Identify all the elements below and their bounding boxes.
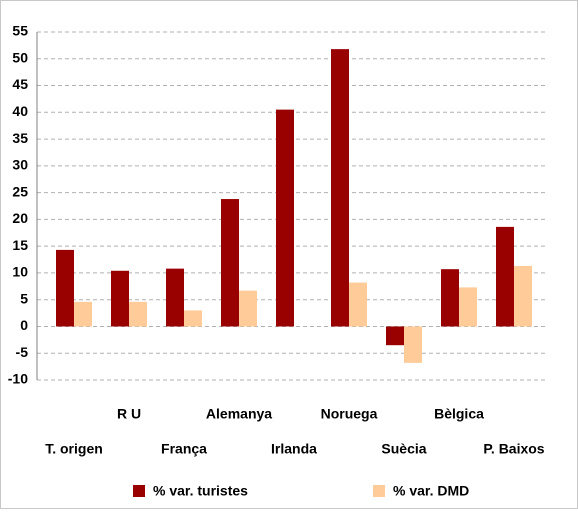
y-tick-label: 55 [12, 23, 28, 39]
bar [459, 287, 477, 327]
bar [496, 226, 514, 327]
y-tick-label: 10 [12, 264, 28, 280]
x-tick-label: França [161, 441, 207, 457]
bar [111, 270, 129, 327]
legend-swatch [373, 485, 385, 497]
bar [276, 109, 294, 327]
x-tick-label: Bèlgica [434, 406, 484, 422]
bar [239, 290, 257, 327]
y-tick-label: 35 [12, 130, 28, 146]
y-tick-label: 50 [12, 49, 28, 65]
y-tick-label: 5 [20, 290, 28, 306]
legend-label: % var. DMD [393, 483, 469, 499]
bar [404, 326, 422, 363]
bar [514, 265, 532, 327]
bar [221, 199, 239, 327]
y-tick-label: 15 [12, 237, 28, 253]
y-tick-label: -5 [16, 344, 29, 360]
y-tick-label: 30 [12, 157, 28, 173]
bar [349, 282, 367, 327]
y-tick-label: 45 [12, 76, 28, 92]
bar [386, 326, 404, 346]
x-tick-label: T. origen [45, 441, 103, 457]
y-tick-label: 20 [12, 210, 28, 226]
x-tick-label: Noruega [321, 406, 378, 422]
y-tick-label: 40 [12, 103, 28, 119]
bar [166, 268, 184, 327]
bar [56, 249, 74, 327]
x-tick-label: P. Baixos [483, 441, 544, 457]
bar [74, 301, 92, 327]
y-tick-label: 0 [20, 317, 28, 333]
y-tick-label: 25 [12, 183, 28, 199]
x-tick-label: Alemanya [206, 406, 272, 422]
bar [184, 310, 202, 327]
legend-swatch [133, 485, 145, 497]
bar [331, 49, 349, 327]
legend-label: % var. turistes [153, 483, 248, 499]
bar [129, 301, 147, 327]
x-tick-label: R U [117, 406, 141, 422]
x-tick-label: Irlanda [271, 441, 317, 457]
y-tick-label: -10 [8, 371, 28, 387]
bar [441, 269, 459, 327]
x-tick-label: Suècia [381, 441, 426, 457]
